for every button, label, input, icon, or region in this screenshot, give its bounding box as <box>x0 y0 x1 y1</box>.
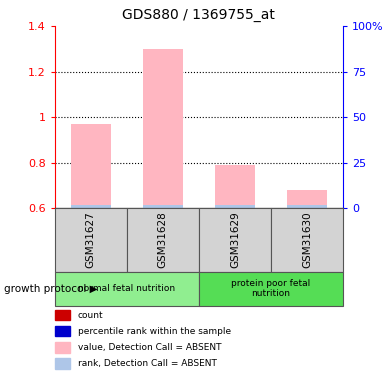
Text: growth protocol ▶: growth protocol ▶ <box>4 284 98 294</box>
Bar <box>215 165 255 208</box>
Bar <box>287 206 327 208</box>
Text: GSM31630: GSM31630 <box>302 211 312 268</box>
Text: percentile rank within the sample: percentile rank within the sample <box>78 327 231 336</box>
Bar <box>215 206 255 208</box>
Text: GSM31629: GSM31629 <box>230 211 240 268</box>
Bar <box>71 206 110 208</box>
Bar <box>143 49 183 208</box>
Bar <box>55 272 199 306</box>
Bar <box>127 208 199 272</box>
Bar <box>199 272 343 306</box>
Text: GSM31627: GSM31627 <box>86 211 96 268</box>
Bar <box>287 190 327 208</box>
Text: protein poor fetal
nutrition: protein poor fetal nutrition <box>231 279 311 298</box>
Bar <box>199 208 271 272</box>
Text: normal fetal nutrition: normal fetal nutrition <box>78 284 176 293</box>
Bar <box>271 208 343 272</box>
Text: GSM31628: GSM31628 <box>158 211 168 268</box>
Bar <box>55 208 127 272</box>
Text: rank, Detection Call = ABSENT: rank, Detection Call = ABSENT <box>78 359 217 368</box>
Text: count: count <box>78 310 104 320</box>
Text: value, Detection Call = ABSENT: value, Detection Call = ABSENT <box>78 343 222 352</box>
Title: GDS880 / 1369755_at: GDS880 / 1369755_at <box>122 9 275 22</box>
Bar <box>143 206 183 208</box>
Bar <box>71 124 110 208</box>
